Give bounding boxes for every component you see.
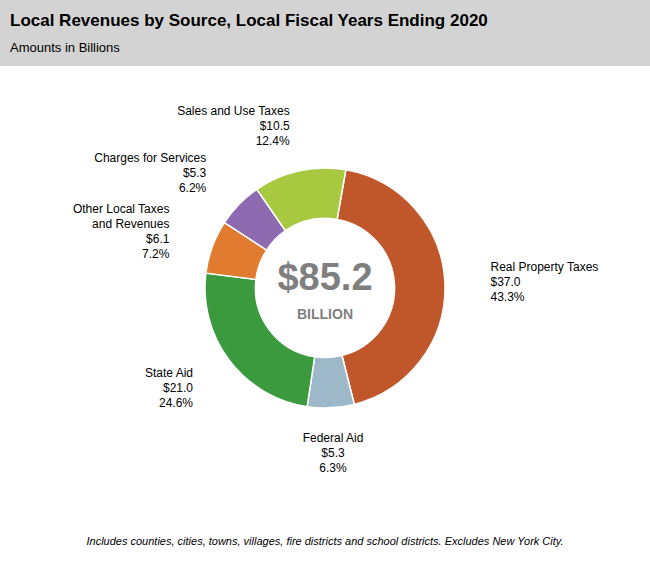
- subtitle: Amounts in Billions: [10, 40, 120, 55]
- category-label-line: Other Local Taxes: [73, 202, 170, 216]
- title: Local Revenues by Source, Local Fiscal Y…: [10, 11, 488, 30]
- amount-label: $5.3: [321, 446, 345, 460]
- slices: [205, 168, 445, 408]
- slice-labels: Real Property Taxes$37.043.3% Federal Aid…: [73, 104, 598, 475]
- category-label: Charges for Services: [94, 151, 206, 165]
- slice-label: Real Property Taxes$37.043.3%: [490, 260, 598, 304]
- slice-label: Other Local Taxesand Revenues$6.17.2%: [73, 202, 170, 261]
- amount-label: $37.0: [490, 275, 520, 289]
- slice-label: Federal Aid$5.36.3%: [303, 431, 364, 475]
- category-label-line: State Aid: [145, 366, 193, 380]
- amount-label: $6.1: [146, 232, 170, 246]
- category-label-line: Sales and Use Taxes: [177, 104, 290, 118]
- amount-label: $10.5: [260, 119, 290, 133]
- value-label: 6.3%: [319, 461, 347, 475]
- value-label: 24.6%: [159, 396, 193, 410]
- category-label-line: Federal Aid: [303, 431, 364, 445]
- value-label: 12.4%: [256, 134, 290, 148]
- category-label: Sales and Use Taxes: [177, 104, 290, 118]
- center-caption: BILLION: [297, 306, 353, 322]
- value-label: 6.2%: [179, 181, 207, 195]
- chart: Local Revenues by Source, Local Fiscal Y…: [0, 0, 650, 574]
- category-label: State Aid: [145, 366, 193, 380]
- category-label: Real Property Taxes: [490, 260, 598, 274]
- category-label-line: and Revenues: [92, 217, 169, 231]
- amount-label: $5.3: [183, 166, 207, 180]
- footnote: Includes counties, cities, towns, villag…: [86, 535, 563, 547]
- header-band: [0, 0, 650, 66]
- slice-label: Sales and Use Taxes$10.512.4%: [177, 104, 290, 148]
- slice: [257, 168, 346, 231]
- slice-label: Charges for Services$5.36.2%: [94, 151, 206, 195]
- category-label-line: Charges for Services: [94, 151, 206, 165]
- center-total: $85.2: [277, 256, 372, 298]
- amount-label: $21.0: [163, 381, 193, 395]
- background: [0, 0, 650, 574]
- category-label-line: Real Property Taxes: [490, 260, 598, 274]
- slice-label: State Aid$21.024.6%: [145, 366, 193, 410]
- value-label: 43.3%: [490, 290, 524, 304]
- category-label: Federal Aid: [303, 431, 364, 445]
- value-label: 7.2%: [142, 247, 170, 261]
- category-label: Other Local Taxesand Revenues: [73, 202, 170, 231]
